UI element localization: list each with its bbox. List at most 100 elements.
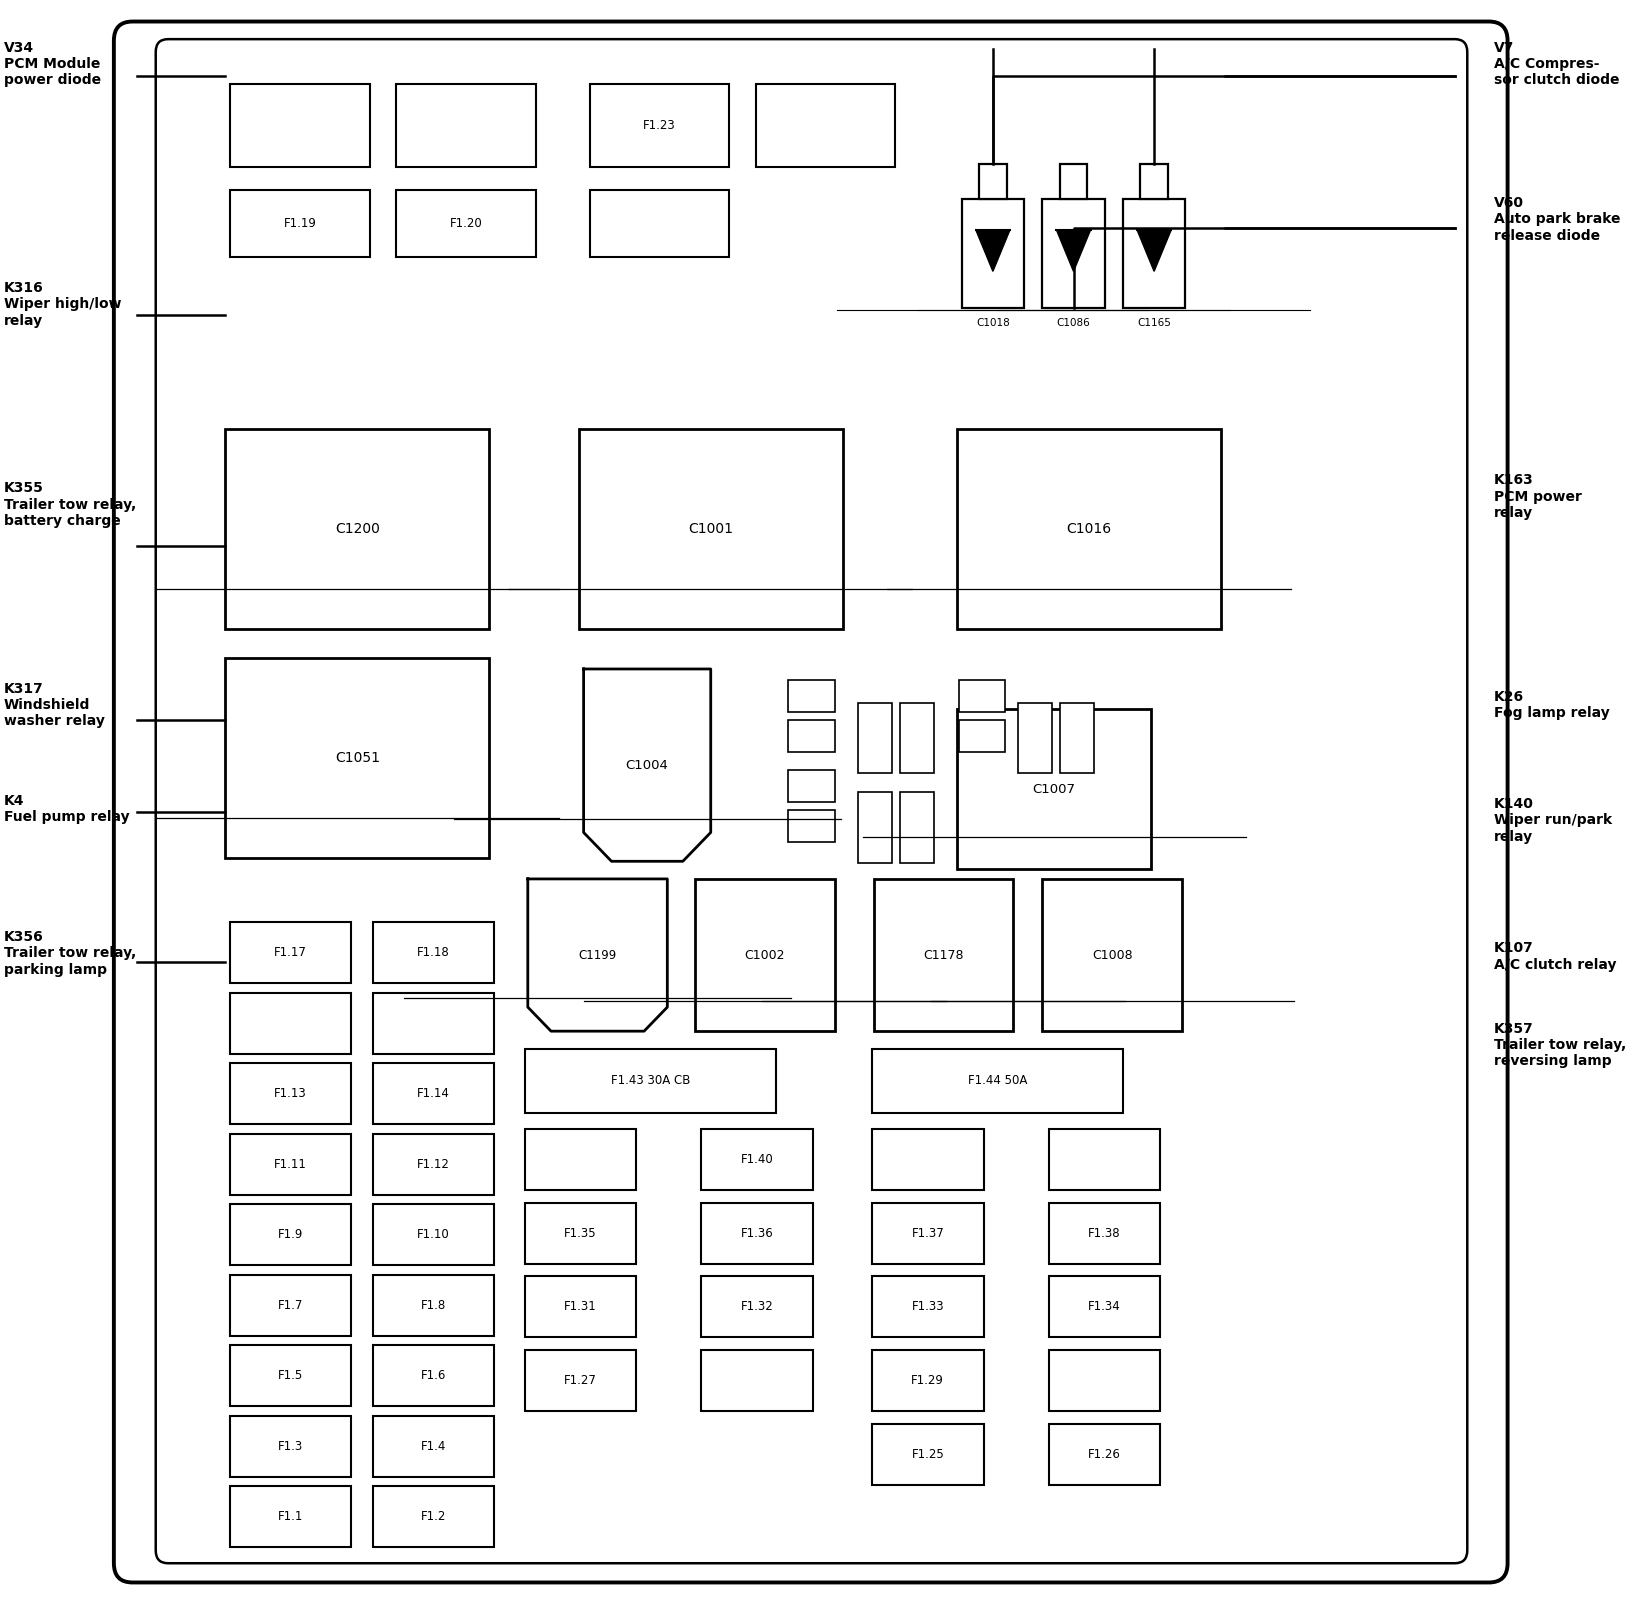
- Text: F1.26: F1.26: [1089, 1448, 1121, 1461]
- Text: F1.40: F1.40: [742, 1153, 774, 1166]
- Text: F1.32: F1.32: [742, 1301, 774, 1314]
- Bar: [873, 1351, 984, 1412]
- Bar: [589, 189, 730, 257]
- Bar: [1043, 879, 1182, 1031]
- Bar: [873, 1203, 984, 1264]
- Bar: [958, 428, 1221, 629]
- Text: C1086: C1086: [1056, 318, 1090, 327]
- Text: K140
Wiper run/park
relay: K140 Wiper run/park relay: [1493, 797, 1612, 844]
- Text: F1.27: F1.27: [565, 1375, 598, 1387]
- Bar: [231, 1205, 350, 1266]
- Bar: [963, 199, 1023, 308]
- Text: F1.19: F1.19: [283, 217, 316, 229]
- Text: K356
Trailer tow relay,
parking lamp: K356 Trailer tow relay, parking lamp: [3, 930, 136, 977]
- Bar: [789, 770, 835, 802]
- Bar: [874, 879, 1013, 1031]
- Text: K163
PCM power
relay: K163 PCM power relay: [1493, 473, 1581, 520]
- Text: F1.37: F1.37: [912, 1227, 945, 1240]
- Bar: [231, 1487, 350, 1548]
- Bar: [589, 83, 730, 167]
- Bar: [873, 1424, 984, 1485]
- Text: C1004: C1004: [625, 759, 668, 772]
- Text: F1.20: F1.20: [450, 217, 483, 229]
- Text: F1.31: F1.31: [565, 1301, 598, 1314]
- Text: F1.38: F1.38: [1089, 1227, 1121, 1240]
- Polygon shape: [976, 229, 1010, 271]
- Text: F1.14: F1.14: [417, 1088, 450, 1100]
- Text: F1.1: F1.1: [278, 1511, 303, 1524]
- Bar: [373, 1275, 494, 1336]
- Bar: [701, 1203, 814, 1264]
- Bar: [525, 1351, 637, 1412]
- Bar: [396, 189, 535, 257]
- Bar: [373, 1346, 494, 1407]
- Bar: [1049, 1277, 1161, 1338]
- Bar: [373, 1205, 494, 1266]
- Bar: [701, 1129, 814, 1190]
- Text: K316
Wiper high/low
relay: K316 Wiper high/low relay: [3, 281, 121, 327]
- Text: C1018: C1018: [976, 318, 1010, 327]
- Text: C1165: C1165: [1138, 318, 1170, 327]
- Bar: [789, 680, 835, 712]
- Bar: [1059, 703, 1094, 773]
- Text: C1200: C1200: [336, 521, 380, 536]
- Bar: [231, 1275, 350, 1336]
- Text: K357
Trailer tow relay,
reversing lamp: K357 Trailer tow relay, reversing lamp: [1493, 1022, 1626, 1068]
- Text: F1.5: F1.5: [278, 1370, 303, 1383]
- Text: F1.2: F1.2: [421, 1511, 445, 1524]
- Text: K4
Fuel pump relay: K4 Fuel pump relay: [3, 794, 129, 824]
- Text: F1.12: F1.12: [417, 1158, 450, 1171]
- Bar: [231, 1134, 350, 1195]
- Text: K26
Fog lamp relay: K26 Fog lamp relay: [1493, 690, 1609, 720]
- Bar: [858, 703, 892, 773]
- Bar: [696, 879, 835, 1031]
- Text: F1.8: F1.8: [421, 1299, 445, 1312]
- Bar: [231, 83, 370, 167]
- Text: F1.9: F1.9: [278, 1229, 303, 1241]
- Bar: [900, 792, 935, 863]
- Text: F1.34: F1.34: [1089, 1301, 1121, 1314]
- Bar: [789, 720, 835, 752]
- Bar: [789, 810, 835, 842]
- Bar: [373, 1416, 494, 1477]
- Bar: [873, 1129, 984, 1190]
- Bar: [226, 658, 489, 858]
- Text: F1.6: F1.6: [421, 1370, 445, 1383]
- Bar: [959, 680, 1005, 712]
- Bar: [231, 993, 350, 1054]
- Text: C1016: C1016: [1066, 521, 1112, 536]
- Bar: [1049, 1203, 1161, 1264]
- Bar: [1049, 1351, 1161, 1412]
- Polygon shape: [1138, 229, 1170, 271]
- Bar: [231, 1416, 350, 1477]
- Bar: [1049, 1424, 1161, 1485]
- Bar: [1059, 164, 1087, 199]
- Bar: [231, 922, 350, 983]
- Text: V60
Auto park brake
release diode: V60 Auto park brake release diode: [1493, 196, 1621, 242]
- Text: C1008: C1008: [1092, 948, 1133, 961]
- Bar: [373, 1487, 494, 1548]
- Bar: [1018, 703, 1053, 773]
- Bar: [701, 1351, 814, 1412]
- Text: F1.36: F1.36: [742, 1227, 774, 1240]
- Text: V7
A/C Compres-
sor clutch diode: V7 A/C Compres- sor clutch diode: [1493, 40, 1619, 87]
- Text: F1.3: F1.3: [278, 1440, 303, 1453]
- Bar: [958, 709, 1151, 869]
- Bar: [701, 1277, 814, 1338]
- Text: K355
Trailer tow relay,
battery charge: K355 Trailer tow relay, battery charge: [3, 481, 136, 528]
- Text: F1.29: F1.29: [912, 1375, 945, 1387]
- Text: C1178: C1178: [923, 948, 964, 961]
- Text: K317
Windshield
washer relay: K317 Windshield washer relay: [3, 682, 105, 728]
- Bar: [873, 1277, 984, 1338]
- Bar: [226, 428, 489, 629]
- Bar: [525, 1129, 637, 1190]
- Text: F1.43 30A CB: F1.43 30A CB: [611, 1075, 689, 1088]
- Bar: [525, 1203, 637, 1264]
- Bar: [1049, 1129, 1161, 1190]
- Bar: [231, 1346, 350, 1407]
- Bar: [900, 703, 935, 773]
- Bar: [373, 993, 494, 1054]
- Text: C1001: C1001: [688, 521, 733, 536]
- Bar: [959, 720, 1005, 752]
- FancyBboxPatch shape: [156, 38, 1467, 1564]
